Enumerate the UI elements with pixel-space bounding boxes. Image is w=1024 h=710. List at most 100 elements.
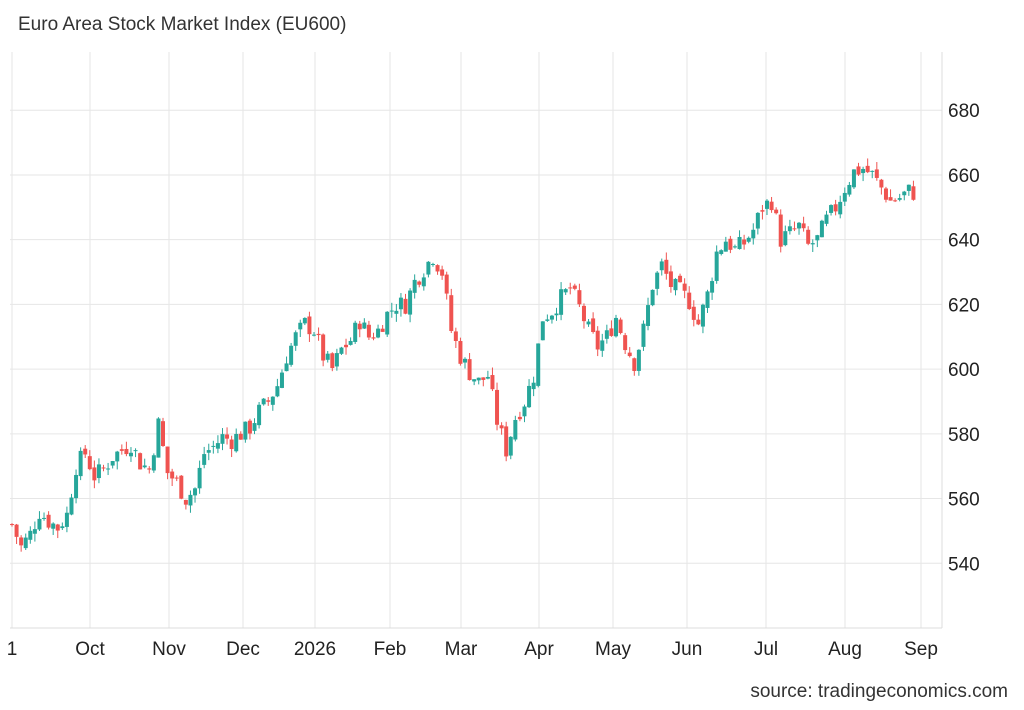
candle-body <box>815 235 820 241</box>
candle-body <box>275 386 280 397</box>
candle-body <box>554 313 559 316</box>
candle-body <box>559 289 564 315</box>
candle-body <box>14 524 19 537</box>
candle-body <box>755 212 760 229</box>
candle-body <box>110 461 115 466</box>
candle-body <box>46 514 51 528</box>
candle-body <box>87 456 92 470</box>
candle-body <box>810 243 815 245</box>
candle-body <box>344 344 349 348</box>
candle-body <box>55 524 60 531</box>
candle-body <box>742 239 747 245</box>
x-tick-label: Mar <box>445 639 478 660</box>
y-tick-label: 660 <box>948 166 980 187</box>
candle-body <box>348 340 353 345</box>
candle-body <box>417 281 422 285</box>
candle-body <box>106 468 111 470</box>
candle-body <box>485 376 490 379</box>
candle-body <box>408 290 413 315</box>
candle-body <box>806 229 811 244</box>
candle-body <box>197 467 202 489</box>
candle-body <box>549 315 554 320</box>
candle-body <box>257 404 262 426</box>
candle-body <box>540 321 545 341</box>
candle-body <box>723 241 728 252</box>
y-tick-label: 640 <box>948 231 980 252</box>
candle-body <box>115 451 120 462</box>
candle-body <box>430 263 435 265</box>
candle-body <box>389 310 394 312</box>
candle-body <box>156 418 161 458</box>
candle-body <box>687 292 692 309</box>
candle-body <box>604 330 609 339</box>
candle-body <box>96 464 101 479</box>
candle-body <box>888 197 893 201</box>
candle-body <box>435 265 440 272</box>
y-tick-label: 620 <box>948 295 980 316</box>
candle-body <box>170 471 175 479</box>
candle-body <box>371 337 376 339</box>
candle-body <box>595 330 600 350</box>
candle-body <box>568 287 573 289</box>
candle-body <box>577 290 582 305</box>
candle-body <box>902 191 907 196</box>
candle-body <box>522 406 527 417</box>
candle-body <box>147 468 152 470</box>
candle-body <box>10 524 14 526</box>
x-tick-label: Aug <box>828 639 862 660</box>
candle-body <box>641 323 646 347</box>
candle-body <box>261 398 266 405</box>
candle-body <box>824 214 829 224</box>
candle-body <box>467 359 472 381</box>
candle-body <box>490 375 495 390</box>
candle-body <box>243 421 248 440</box>
candle-body <box>179 475 184 499</box>
candle-body <box>426 261 431 275</box>
candle-body <box>74 474 79 499</box>
candle-body <box>444 274 449 294</box>
candle-body <box>664 259 669 274</box>
candle-body <box>83 448 88 455</box>
candle-body <box>307 316 312 335</box>
candle-body <box>893 200 898 202</box>
candle-body <box>37 518 42 530</box>
candle-body <box>696 319 701 325</box>
candle-body <box>238 433 243 440</box>
candle-body <box>609 328 614 336</box>
candle-body <box>746 237 751 242</box>
candle-body <box>366 324 371 338</box>
candle-body <box>69 497 74 515</box>
candle-body <box>266 400 271 402</box>
candle-body <box>476 377 481 381</box>
candle-body <box>60 526 65 529</box>
candle-body <box>28 530 33 540</box>
candle-body <box>385 311 390 335</box>
candle-body <box>193 488 198 496</box>
x-tick-label: Dec <box>226 639 260 660</box>
x-tick-label: 2026 <box>294 639 336 660</box>
candle-body <box>293 332 298 346</box>
candle-body <box>133 450 138 452</box>
candle-body <box>797 222 802 229</box>
candle-body <box>792 228 797 230</box>
candle-body <box>783 231 788 246</box>
candle-body <box>801 223 806 229</box>
candle-body <box>700 304 705 327</box>
candle-body <box>403 298 408 314</box>
candle-body <box>842 192 847 202</box>
candle-body <box>440 269 445 276</box>
candle-body <box>833 204 838 212</box>
candle-body <box>600 340 605 351</box>
candle-body <box>508 436 513 456</box>
candle-body <box>774 209 779 214</box>
candle-body <box>760 210 765 212</box>
y-tick-label: 580 <box>948 425 980 446</box>
candle-body <box>563 289 568 293</box>
candle-body <box>856 166 861 175</box>
candle-body <box>714 251 719 281</box>
candle-body <box>302 317 307 324</box>
candle-body <box>472 379 477 382</box>
candle-body <box>705 291 710 308</box>
candle-body <box>51 523 56 529</box>
candle-body <box>398 297 403 310</box>
